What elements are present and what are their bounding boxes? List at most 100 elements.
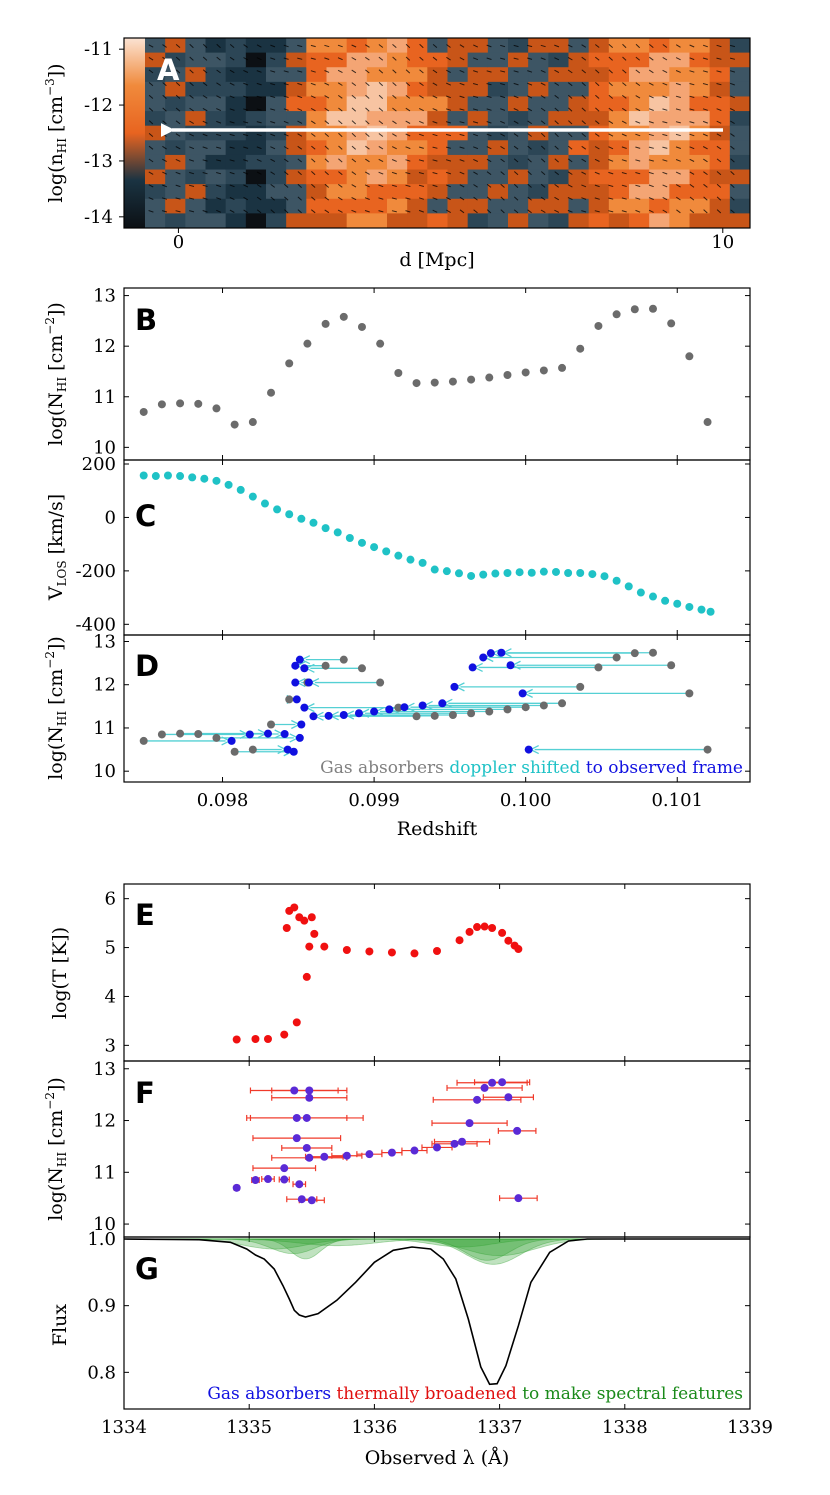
heatmap-cell (145, 111, 166, 127)
heatmap-cell (245, 52, 267, 68)
heatmap-cell (427, 96, 449, 112)
vector-tick (297, 209, 302, 214)
vector-tick (662, 56, 668, 61)
vector-tick (189, 171, 195, 175)
vector-tick (283, 183, 289, 188)
vector-tick (716, 108, 722, 111)
vector-tick (310, 44, 316, 48)
vector-tick (189, 56, 194, 61)
vector-tick (432, 197, 438, 200)
vector-tick (500, 57, 506, 60)
data-point (365, 947, 374, 956)
heatmap-cell (366, 96, 388, 112)
vector-tick (527, 196, 532, 201)
data-point (558, 363, 567, 372)
data-point (194, 399, 203, 408)
vector-tick (405, 146, 411, 150)
heatmap-cell (729, 38, 750, 54)
heatmap-cell (487, 213, 509, 228)
vector-tick (500, 83, 506, 86)
y-tick-label: 10 (93, 1214, 116, 1235)
vector-tick (486, 57, 492, 60)
vector-tick (419, 56, 424, 61)
vector-tick (256, 44, 262, 48)
data-point (706, 607, 715, 616)
heatmap-cell (306, 96, 328, 112)
heatmap-cell (568, 140, 590, 156)
heatmap-cell (165, 81, 186, 98)
vector-tick (311, 158, 316, 163)
vector-tick (513, 133, 519, 137)
heatmap-cell (326, 198, 348, 214)
heatmap-cell (427, 198, 449, 214)
vector-tick (202, 146, 208, 149)
heatmap-cell (447, 198, 469, 214)
vector-tick (581, 56, 587, 61)
vector-tick (351, 132, 357, 138)
vector-tick (229, 69, 235, 74)
vector-tick (716, 196, 722, 201)
vector-tick (270, 158, 276, 163)
vector-tick (649, 44, 654, 48)
vector-tick (324, 120, 330, 125)
data-point (212, 404, 221, 413)
vector-tick (175, 146, 181, 150)
observed-point (280, 730, 289, 739)
data-point (667, 319, 676, 328)
data-point (410, 1146, 419, 1155)
heatmap-cell (669, 111, 691, 127)
vector-tick (351, 82, 357, 86)
vector-tick (608, 107, 614, 112)
vector-tick (324, 133, 330, 137)
heatmap-cell (366, 140, 388, 156)
vector-tick (500, 171, 505, 176)
data-point (321, 319, 330, 328)
heatmap-cell (346, 213, 368, 228)
vector-tick (581, 82, 586, 87)
y-tick-label: 4 (105, 986, 116, 1007)
data-point (433, 946, 441, 955)
vector-tick (567, 197, 573, 201)
heatmap-cell (306, 198, 328, 214)
heatmap-cell (185, 67, 207, 83)
vector-tick (445, 133, 452, 137)
heatmap-cell (568, 169, 590, 185)
heatmap-cell (407, 67, 428, 83)
heatmap-cell (548, 198, 570, 214)
heatmap-cell (145, 38, 166, 54)
heatmap-cell (548, 154, 570, 171)
vector-tick (337, 69, 343, 74)
vector-tick (175, 133, 181, 137)
vector-tick (662, 95, 668, 99)
vector-tick (202, 95, 208, 99)
vector-tick (527, 209, 532, 214)
vector-tick (270, 133, 276, 137)
vector-tick (662, 184, 668, 188)
heatmap-cell (427, 81, 449, 98)
heatmap-cell (629, 81, 650, 98)
heatmap-cell (225, 111, 247, 127)
heatmap-cell (326, 67, 348, 83)
heatmap-cell (145, 169, 166, 185)
vector-tick (202, 210, 208, 213)
heatmap-cell (185, 81, 207, 98)
heatmap-cell (649, 213, 670, 228)
heatmap-cell (346, 169, 368, 185)
vector-tick (364, 171, 370, 175)
heatmap-cell (145, 154, 166, 171)
vector-tick (702, 95, 708, 98)
heatmap-cell (548, 213, 570, 228)
vector-tick (472, 108, 479, 111)
heatmap-cell (225, 125, 247, 141)
x-tick-label: 1337 (477, 1417, 523, 1438)
vector-tick (513, 57, 519, 60)
vector-tick (472, 95, 479, 98)
heatmap-cell (266, 169, 287, 185)
data-point (357, 538, 366, 547)
vector-tick (527, 57, 533, 60)
heatmap-cell (649, 52, 670, 68)
vector-tick (635, 95, 641, 99)
vector-tick (378, 120, 384, 125)
y-tick-label: -11 (84, 39, 113, 60)
y-tick-label: 3 (105, 1035, 116, 1056)
